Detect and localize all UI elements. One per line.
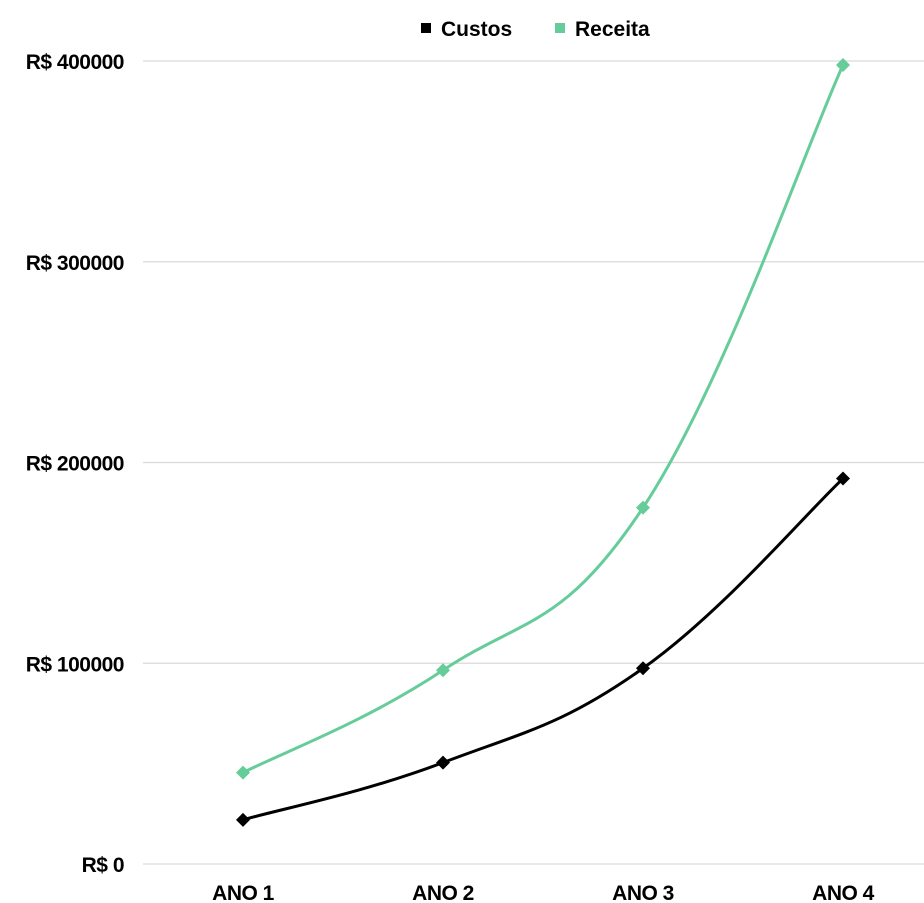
data-point-receita (836, 58, 850, 73)
data-point-receita (436, 663, 450, 678)
data-point-receita (236, 765, 250, 780)
data-point-custos (436, 755, 450, 770)
legend-swatch-receita (555, 23, 565, 33)
legend-label-receita: Receita (575, 18, 650, 41)
series-line-custos (242, 477, 845, 822)
data-point-custos (636, 661, 650, 676)
y-tick-label: R$ 300000 (26, 252, 124, 275)
x-axis-tick-labels: ANO 1 ANO 2 ANO 3 ANO 4 (212, 882, 875, 903)
x-tick-label: ANO 1 (212, 882, 275, 903)
x-tick-label: ANO 2 (412, 882, 474, 903)
data-point-receita (636, 500, 650, 515)
x-tick-label: ANO 4 (812, 882, 875, 903)
series-line-receita (242, 64, 845, 774)
legend-swatch-custos (421, 23, 431, 33)
x-tick-label: ANO 3 (612, 882, 674, 903)
legend: Custos Receita (421, 18, 650, 41)
data-point-custos (236, 812, 250, 827)
y-tick-label: R$ 100000 (26, 653, 124, 676)
series-markers (236, 58, 850, 827)
y-tick-label: R$ 400000 (26, 51, 124, 74)
series-lines (242, 64, 845, 822)
legend-label-custos: Custos (441, 18, 512, 41)
data-point-custos (836, 471, 850, 486)
y-axis-tick-labels: R$ 0 R$ 100000 R$ 200000 R$ 300000 R$ 400000 (26, 51, 125, 877)
gridlines (143, 60, 924, 865)
y-tick-label: R$ 0 (82, 854, 124, 877)
y-tick-label: R$ 200000 (26, 453, 124, 476)
